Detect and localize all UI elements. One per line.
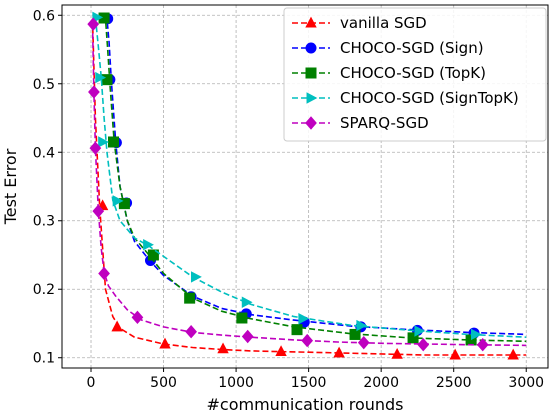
legend-box bbox=[283, 7, 547, 142]
data-point bbox=[507, 348, 519, 360]
legend-label: CHOCO-SGD (Sign) bbox=[340, 39, 484, 57]
data-point bbox=[159, 337, 171, 349]
data-point bbox=[349, 328, 361, 340]
data-point bbox=[333, 346, 345, 358]
x-tick-label: 500 bbox=[150, 375, 177, 391]
legend-label: SPARQ-SGD bbox=[340, 114, 429, 132]
data-point bbox=[89, 141, 102, 155]
x-tick-label: 3000 bbox=[508, 375, 544, 391]
data-point bbox=[414, 325, 426, 337]
data-point bbox=[417, 338, 430, 352]
y-tick-label: 0.4 bbox=[33, 145, 55, 161]
legend-marker bbox=[306, 92, 318, 104]
data-point bbox=[88, 85, 100, 99]
data-point bbox=[391, 347, 403, 359]
legend-label: vanilla SGD bbox=[340, 14, 427, 32]
legend-item: SPARQ-SGD bbox=[292, 114, 429, 132]
data-point bbox=[98, 136, 109, 148]
data-point bbox=[143, 239, 154, 251]
x-tick-label: 1500 bbox=[291, 375, 327, 391]
data-point bbox=[147, 249, 159, 261]
data-point bbox=[184, 292, 196, 304]
data-point bbox=[301, 333, 314, 348]
x-tick-label: 0 bbox=[87, 375, 96, 391]
series-line bbox=[91, 18, 527, 356]
x-axis-label: #communication rounds bbox=[206, 395, 403, 414]
data-point bbox=[236, 312, 248, 324]
data-point bbox=[298, 312, 310, 325]
data-point bbox=[111, 320, 123, 332]
legend-label: CHOCO-SGD (SignTopK) bbox=[340, 89, 519, 107]
data-point bbox=[241, 296, 253, 308]
legend-marker bbox=[305, 116, 317, 130]
legend-marker bbox=[305, 16, 317, 28]
series-0 bbox=[91, 18, 527, 360]
y-tick-label: 0.2 bbox=[33, 282, 55, 298]
series-layer bbox=[87, 11, 527, 360]
y-tick-label: 0.6 bbox=[33, 8, 55, 24]
y-tick-label: 0.3 bbox=[33, 214, 55, 230]
y-tick-label: 0.1 bbox=[33, 351, 55, 367]
data-point bbox=[185, 325, 197, 339]
data-point bbox=[357, 335, 370, 350]
legend-item: vanilla SGD bbox=[292, 14, 427, 32]
legend-label: CHOCO-SGD (TopK) bbox=[340, 64, 486, 82]
data-point bbox=[108, 136, 120, 148]
data-point bbox=[217, 342, 229, 354]
data-point bbox=[87, 17, 100, 31]
ticks: 0 500 1000 1500 2000 2500 3000 0.1 0.2 0.3 0.4 0.5 0… bbox=[33, 8, 544, 391]
series-line bbox=[94, 17, 527, 338]
data-point bbox=[275, 345, 287, 357]
series-4 bbox=[87, 17, 527, 352]
data-point bbox=[92, 204, 105, 218]
data-point bbox=[356, 319, 368, 332]
data-point bbox=[241, 329, 254, 344]
data-point bbox=[118, 198, 130, 210]
legend-marker bbox=[305, 42, 317, 54]
data-point bbox=[407, 332, 419, 344]
y-tick-label: 0.5 bbox=[33, 77, 55, 93]
data-point bbox=[101, 74, 113, 86]
data-point bbox=[191, 271, 202, 283]
legend: vanilla SGD CHOCO-SGD (Sign) CHOCO-SGD (To… bbox=[283, 7, 547, 142]
legend-item: CHOCO-SGD (Sign) bbox=[292, 39, 484, 57]
x-tick-label: 2000 bbox=[363, 375, 399, 391]
legend-marker bbox=[305, 67, 317, 79]
data-point bbox=[291, 324, 303, 336]
data-point bbox=[98, 266, 110, 281]
legend-item: CHOCO-SGD (TopK) bbox=[292, 64, 486, 82]
data-point bbox=[112, 195, 124, 207]
data-point bbox=[449, 348, 461, 360]
data-point bbox=[131, 310, 144, 325]
plot-frame bbox=[61, 4, 549, 369]
data-point bbox=[471, 328, 482, 341]
data-point bbox=[476, 338, 489, 352]
legend-item: CHOCO-SGD (SignTopK) bbox=[292, 89, 519, 107]
x-tick-label: 1000 bbox=[218, 375, 254, 391]
series-3 bbox=[92, 11, 527, 341]
x-tick-label: 2500 bbox=[436, 375, 472, 391]
y-axis-label: Test Error bbox=[1, 148, 20, 225]
data-point bbox=[95, 71, 107, 84]
